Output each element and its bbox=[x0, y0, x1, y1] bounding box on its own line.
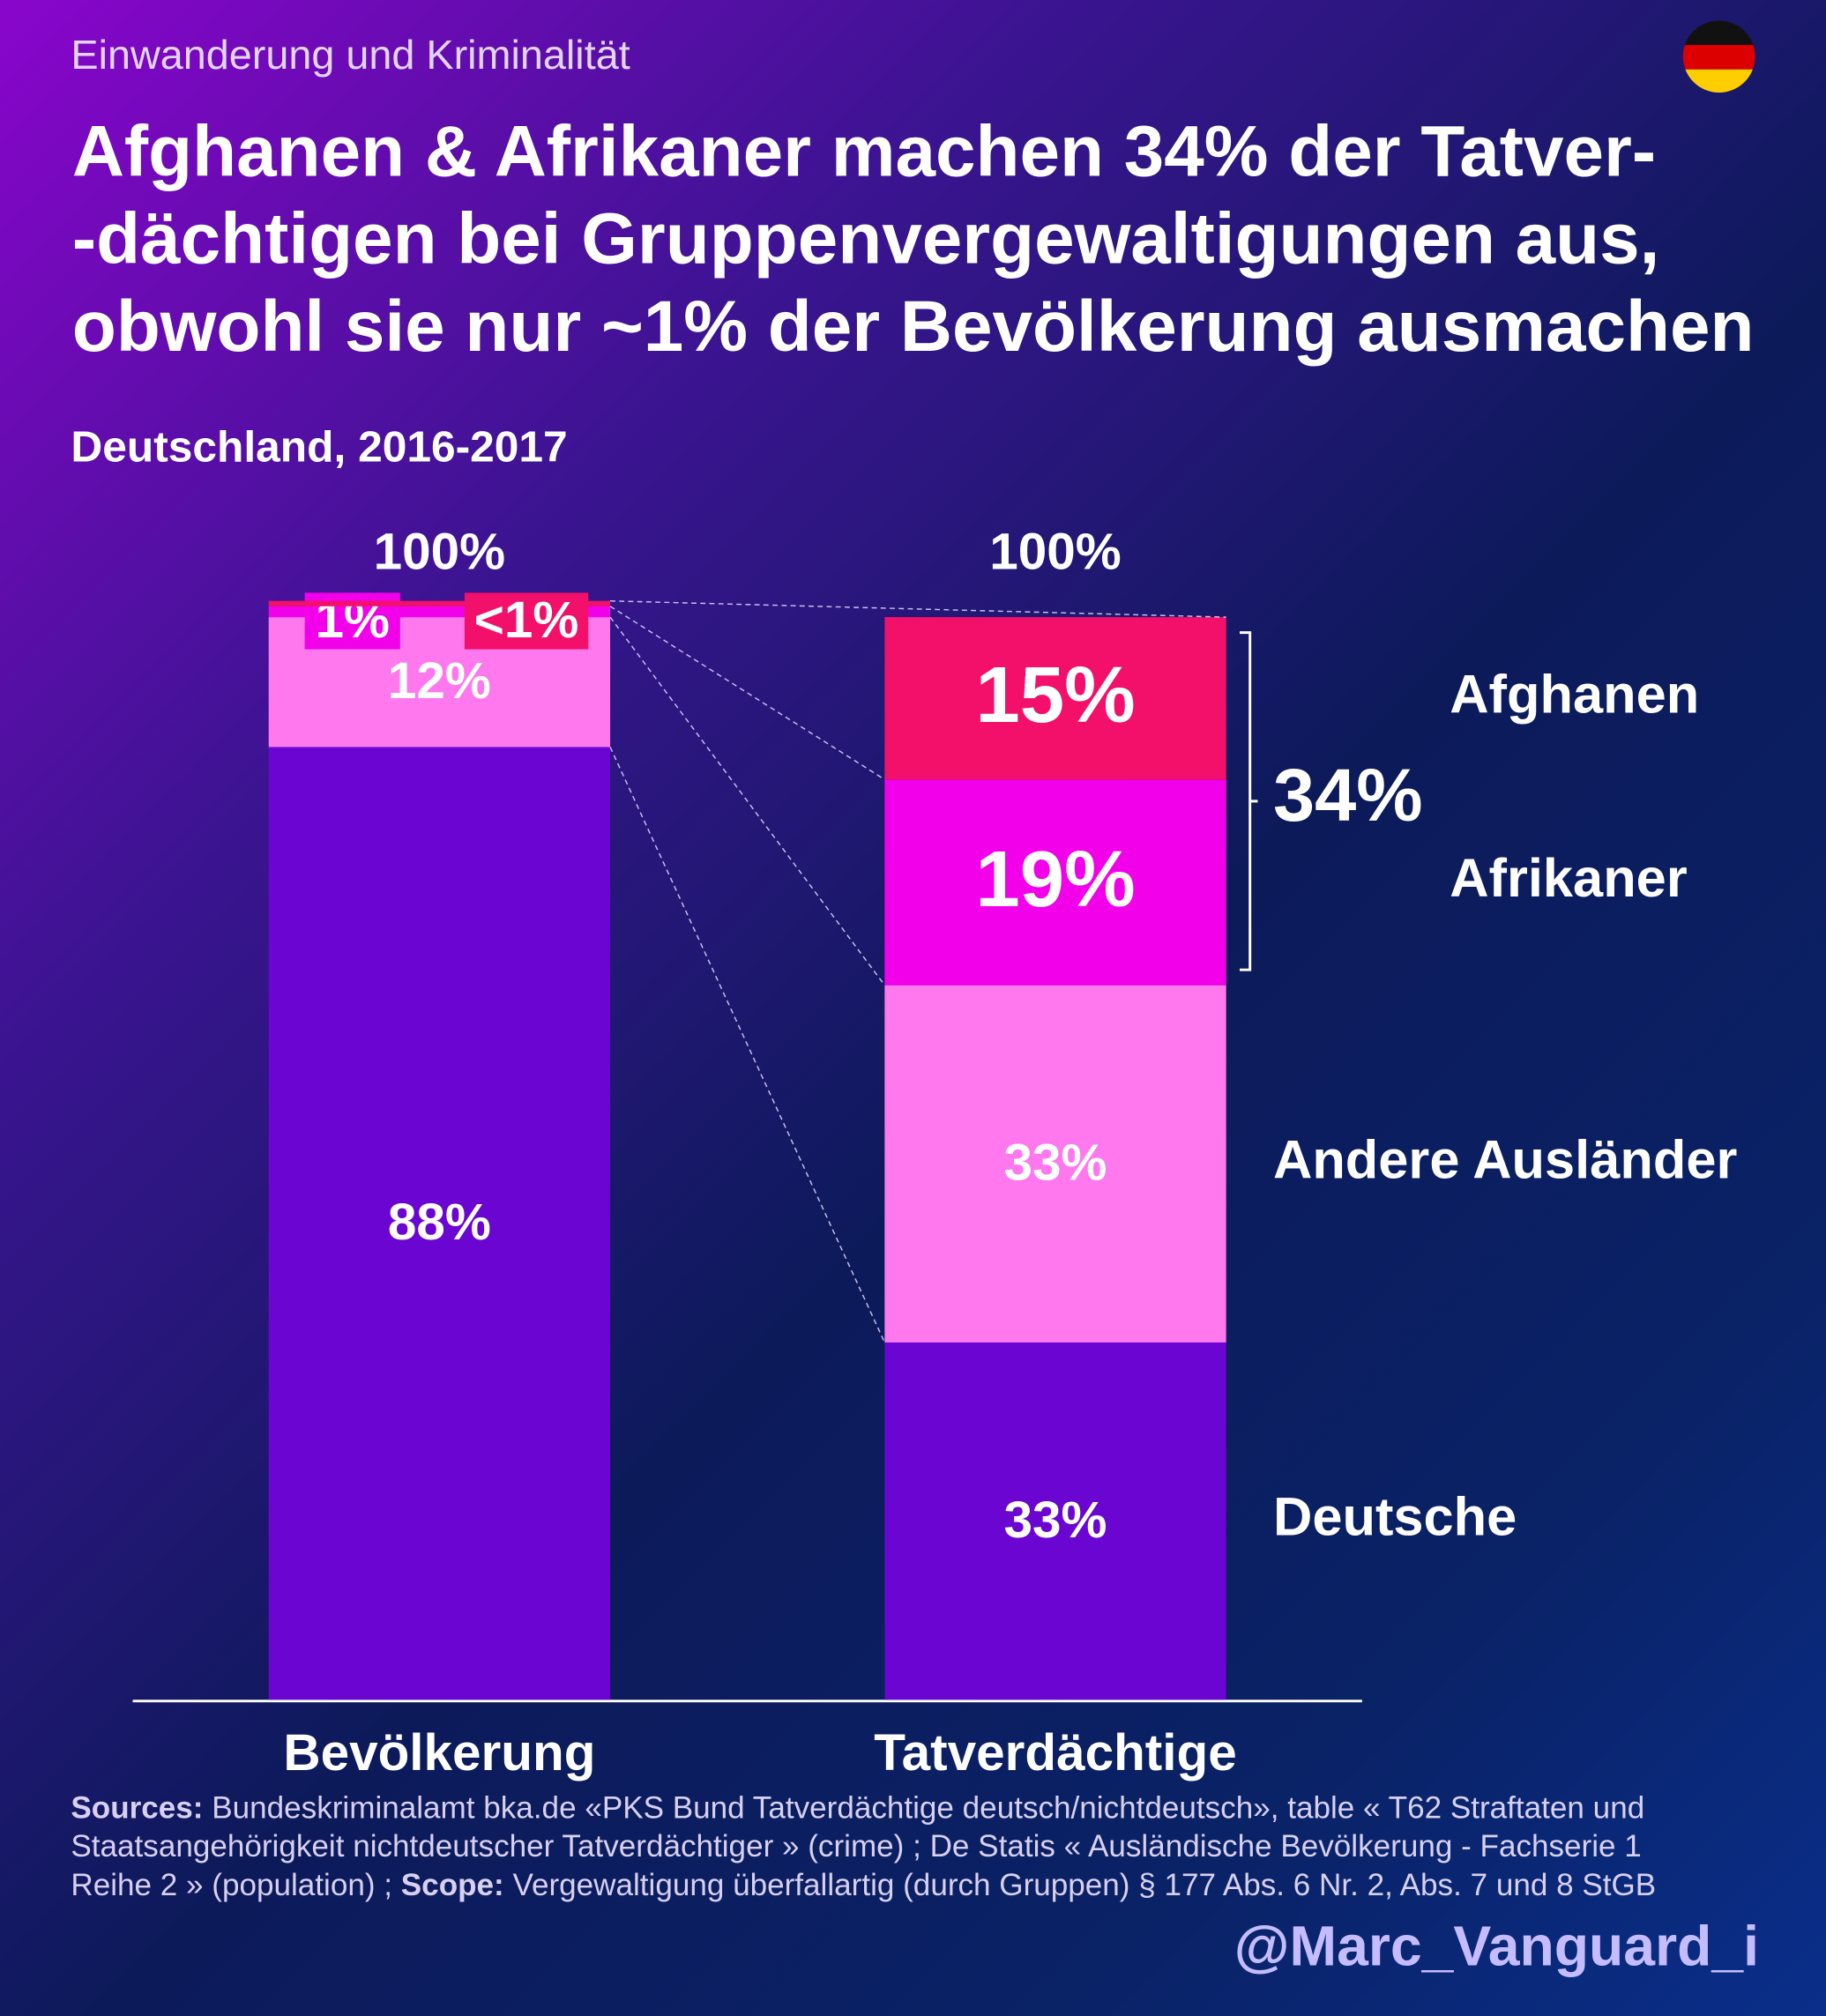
value-label: 1% bbox=[315, 591, 389, 649]
source-text: Bundeskriminalamt bka.de «PKS Bund Tatve… bbox=[71, 1790, 1645, 1903]
x-tick-label: Tatverdächtige bbox=[874, 1724, 1236, 1782]
bar-segment bbox=[884, 779, 1226, 986]
label-box bbox=[464, 592, 589, 650]
total-label: 100% bbox=[374, 524, 505, 581]
bar-segment bbox=[884, 985, 1226, 1343]
scope-text: Vergewaltigung überfallartig (durch Grup… bbox=[512, 1868, 1657, 1903]
kicker: Einwanderung und Kriminalität bbox=[71, 32, 630, 78]
value-label: 88% bbox=[388, 1194, 491, 1251]
bar-segment bbox=[884, 617, 1226, 780]
value-label: 12% bbox=[388, 652, 491, 710]
total-label: 100% bbox=[989, 524, 1121, 581]
value-label: 33% bbox=[1004, 1492, 1107, 1549]
title-line: obwohl sie nur ~1% der Bevölkerung ausma… bbox=[72, 286, 1755, 367]
legend-label: Deutsche bbox=[1273, 1486, 1517, 1547]
value-label: 15% bbox=[975, 651, 1135, 740]
legend-label: Afrikaner bbox=[1450, 847, 1687, 908]
value-label: <1% bbox=[474, 591, 579, 649]
connector bbox=[610, 599, 1226, 618]
title-line: -dächtigen bei Gruppenvergewaltigungen a… bbox=[72, 199, 1660, 279]
subtitle: Deutschland, 2016-2017 bbox=[71, 422, 567, 472]
bar-segment bbox=[268, 600, 611, 606]
bar-segment bbox=[268, 747, 611, 1700]
x-tick-label: Bevölkerung bbox=[283, 1724, 595, 1782]
source-label: Sources: bbox=[71, 1790, 204, 1826]
flag bbox=[1682, 20, 1755, 93]
scope-label: Scope: bbox=[400, 1868, 504, 1903]
value-label: 19% bbox=[975, 835, 1135, 924]
sources: Sources: Bundeskriminalamt bka.de «PKS B… bbox=[71, 1789, 1707, 1905]
handle: @Marc_Vanguard_i bbox=[1234, 1915, 1759, 1978]
legend-label: Andere Ausländer bbox=[1273, 1129, 1737, 1190]
title-line: Afghanen & Afrikaner machen 34% der Tatv… bbox=[72, 112, 1656, 192]
bar-segment bbox=[884, 1342, 1226, 1700]
bracket bbox=[1240, 631, 1258, 971]
value-label: 33% bbox=[1004, 1134, 1107, 1192]
bracket-label: 34% bbox=[1273, 753, 1423, 837]
connector bbox=[609, 606, 885, 780]
connector bbox=[609, 747, 886, 1343]
legend-label: Afghanen bbox=[1450, 663, 1699, 724]
connector bbox=[609, 616, 885, 986]
